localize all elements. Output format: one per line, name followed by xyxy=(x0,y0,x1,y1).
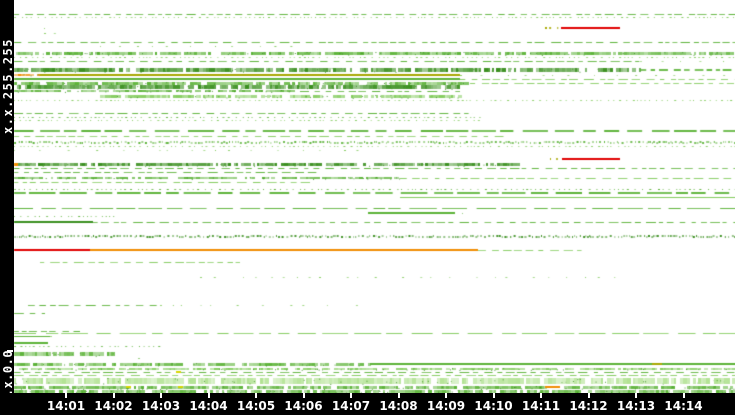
x-axis-label: 14:10 xyxy=(474,399,513,413)
x-axis-tick xyxy=(587,393,590,398)
x-axis-tick xyxy=(445,393,447,398)
y-axis-label-top: x.x.255.255 xyxy=(1,38,15,134)
x-axis-label: 14:07 xyxy=(331,399,371,413)
y-axis-bar: x.x.255.255 x.x.0.0 xyxy=(0,0,15,415)
x-axis-label: 14:08 xyxy=(379,399,418,413)
x-axis-label: 14:01 xyxy=(46,399,86,413)
x-axis-label: 14:04 xyxy=(189,399,228,413)
x-axis-tick xyxy=(160,393,162,398)
x-axis-tick xyxy=(682,393,685,398)
x-axis-tick xyxy=(112,393,115,398)
activity-plot-canvas xyxy=(0,0,735,393)
x-axis-tick xyxy=(302,393,305,398)
y-axis-tick-zero xyxy=(7,350,13,352)
x-axis-tick xyxy=(207,393,210,398)
x-axis-tick xyxy=(397,393,400,398)
x-axis-tick xyxy=(635,393,637,398)
x-axis-tick xyxy=(255,393,257,398)
x-axis-label: 14:09 xyxy=(426,399,466,413)
x-axis-label: 14:02 xyxy=(94,399,133,413)
x-axis-tick xyxy=(540,393,542,398)
x-axis-label: 14:14 xyxy=(664,399,703,413)
x-axis-label: 14:13 xyxy=(616,399,656,413)
x-axis-tick xyxy=(350,393,352,398)
x-axis-label: 14:05 xyxy=(236,399,276,413)
x-axis-tick xyxy=(65,393,67,398)
x-axis-label: 14:11 xyxy=(521,399,561,413)
x-axis-label: 14:12 xyxy=(569,399,608,413)
x-axis-label: 14:03 xyxy=(141,399,181,413)
x-axis-bar: 14:01 14:02 14:03 14:04 14:05 14:06 14:07 14:08… xyxy=(0,393,735,415)
x-axis-label: 14:06 xyxy=(284,399,323,413)
x-axis-tick xyxy=(492,393,495,398)
